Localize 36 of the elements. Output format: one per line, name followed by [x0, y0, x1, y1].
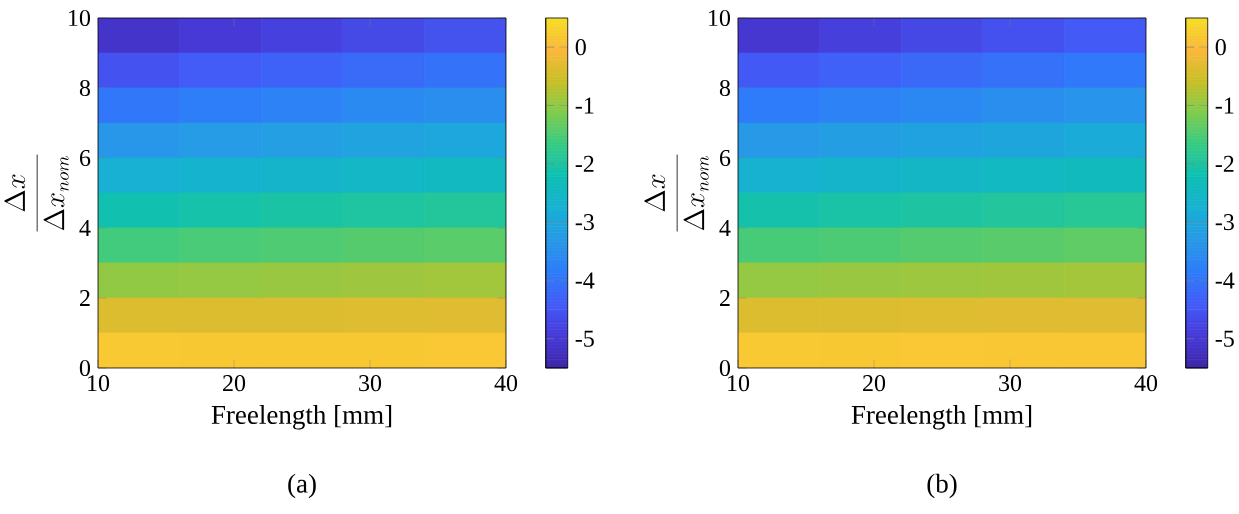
y-tick-label: 2 [720, 290, 730, 306]
y-tick-label: 2 [80, 290, 90, 306]
y-tick-label: 6 [719, 149, 731, 167]
y-tick-label: 8 [719, 79, 731, 97]
x-tick-label: 30 [999, 375, 1022, 392]
color-bar-label: 0 [575, 39, 586, 56]
x-axis-title: Freelength [mm] [851, 404, 1032, 430]
color-bar-label: -4 [1215, 272, 1235, 289]
y-tick-label: 0 [719, 359, 731, 377]
y-tick-label: 6 [79, 149, 91, 167]
y-axis-title: $\frac{\Delta x}{\Delta x_{nom}}$ [644, 154, 709, 232]
x-tick-label: 30 [359, 375, 382, 392]
color-bar-label: -4 [575, 272, 595, 289]
color-bar-label: -1 [575, 97, 594, 114]
y-tick-label: 8 [79, 79, 91, 97]
color-bar-label: -2 [1215, 155, 1234, 172]
color-bar-label: -3 [1215, 214, 1234, 231]
y-tick-label: 0 [79, 359, 91, 377]
color-bar-label: 0 [1215, 39, 1226, 56]
color-bar-label: -5 [1215, 330, 1234, 347]
text: (b) [927, 473, 957, 499]
x-tick-label: 40 [494, 375, 518, 392]
x-tick-label: 20 [863, 375, 886, 392]
y-tick-label: 10 [709, 9, 731, 27]
color-bar-label: -2 [575, 155, 594, 172]
text: (a) [288, 473, 316, 499]
y-tick-label: 4 [79, 220, 91, 236]
color-bar-label: -3 [575, 214, 594, 231]
y-axis-title: $\frac{\Delta x}{\Delta x_{nom}}$ [4, 154, 69, 232]
color-bar-label: -5 [575, 330, 594, 347]
y-tick-label: 4 [719, 220, 731, 236]
x-tick-label: 20 [223, 375, 246, 392]
y-tick-label: 10 [69, 9, 91, 27]
color-bar-label: -1 [1215, 97, 1234, 114]
x-axis-title: Freelength [mm] [211, 404, 392, 430]
x-tick-label: 40 [1134, 375, 1158, 392]
